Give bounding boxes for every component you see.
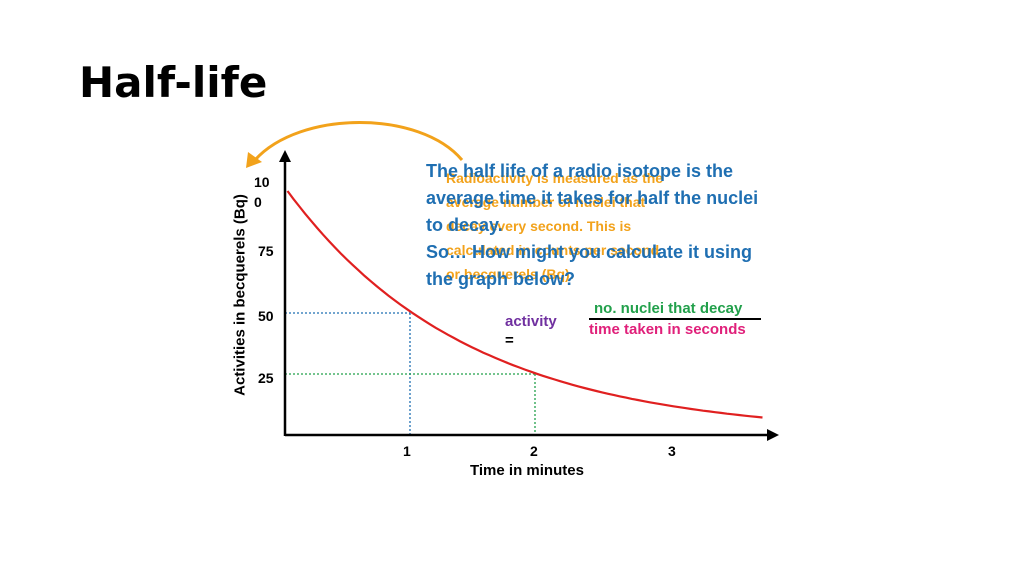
blue-line: the graph below?: [426, 269, 576, 289]
formula-lhs: activity: [505, 313, 557, 330]
y-tick-75: 75: [258, 243, 274, 259]
blue-line: So… How might you calculate it using: [426, 242, 753, 262]
curved-arrowhead: [246, 152, 262, 168]
formula-numerator: no. nuclei that decay: [594, 300, 743, 317]
x-tick-1: 1: [403, 443, 411, 459]
half-life-definition: The half life of a radio isotope is the …: [426, 158, 806, 293]
formula-equals: =: [505, 332, 514, 349]
curved-arrow: [246, 121, 464, 168]
decay-curve: [286, 190, 763, 419]
orange-line: or becquerels (Bq).: [446, 266, 574, 282]
orange-line: Radioactivity is measured as the: [446, 170, 664, 186]
y-tick-50: 50: [258, 308, 274, 324]
y-tick-25: 25: [258, 370, 274, 386]
formula-denominator: time taken in seconds: [589, 321, 746, 338]
y-axis-arrowhead: [279, 150, 291, 162]
y-axis: [279, 150, 291, 436]
orange-line: calculated in counts per second: [446, 242, 660, 258]
radioactivity-definition: Radioactivity is measured as the average…: [446, 166, 706, 286]
y-tick-100: 10 0: [254, 174, 270, 210]
blue-line: The half life of a radio isotope is the: [426, 161, 734, 181]
orange-line: average number of nuclei that: [446, 194, 646, 210]
guide-lines: [285, 312, 536, 435]
x-tick-3: 3: [668, 443, 676, 459]
x-axis: [285, 429, 779, 441]
x-tick-2: 2: [530, 443, 538, 459]
blue-line: to decay.: [426, 215, 503, 235]
y-axis-label: Activities in becquerels (Bq): [231, 194, 249, 396]
orange-line: decay every second. This is: [446, 218, 632, 234]
x-axis-arrowhead: [767, 429, 779, 441]
x-axis-label: Time in minutes: [470, 462, 584, 479]
slide-title: Half-life: [79, 58, 268, 107]
blue-line: average time it takes for half the nucle…: [426, 188, 759, 208]
